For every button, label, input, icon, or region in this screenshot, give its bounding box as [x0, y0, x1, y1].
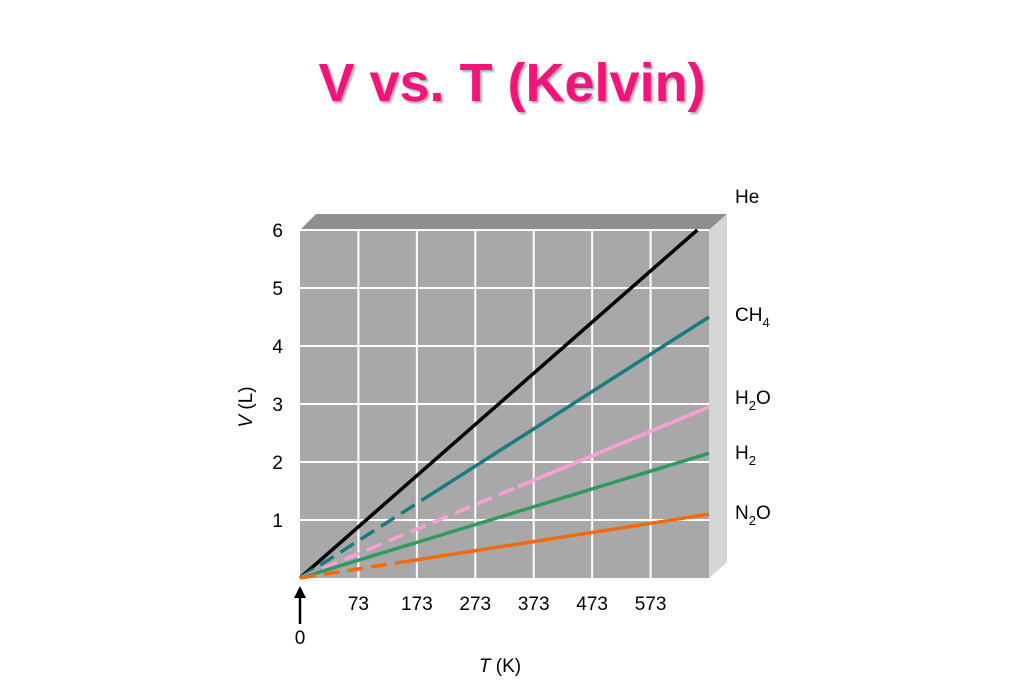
y-tick-label: 6 — [272, 221, 283, 242]
series-labels: He CH4 H2O H2 N2O — [735, 187, 771, 528]
y-ticks: 1 2 3 4 5 6 — [272, 221, 283, 532]
page-title: V vs. T (Kelvin) — [318, 53, 706, 113]
series-line-N2O — [404, 512, 710, 564]
origin-label: 0 — [295, 628, 306, 649]
x-tick-label: 273 — [459, 594, 491, 615]
x-axis-title: T (K) — [479, 656, 521, 677]
x-tick-label: 173 — [401, 594, 433, 615]
y-tick-label: 4 — [272, 337, 283, 358]
series-label-He: He — [735, 187, 759, 208]
origin-arrow-head — [294, 586, 306, 598]
y-axis-title: V (L) — [236, 386, 257, 427]
y-tick-label: 1 — [272, 511, 283, 532]
x-tick-label: 73 — [348, 594, 369, 615]
series-label-H2: H2 — [735, 443, 756, 468]
y-tick-label: 3 — [272, 395, 283, 416]
axis-titles: T (K) V (L) — [236, 386, 521, 677]
x-tick-label: 373 — [518, 594, 550, 615]
series-extrapolation-H2O — [299, 485, 519, 580]
series-extrapolation-N2O — [299, 559, 406, 580]
series-label-CH4: CH4 — [735, 305, 770, 330]
plot-top-bevel — [300, 214, 727, 230]
series-extrapolation-CH4 — [299, 498, 424, 580]
grid — [300, 229, 709, 578]
plot-side-bevel — [709, 214, 727, 578]
series-line-CH4 — [421, 315, 710, 502]
series-line-H2 — [299, 451, 710, 580]
series-line-He — [298, 228, 699, 580]
x-tick-label: 473 — [576, 594, 608, 615]
x-ticks: 73 173 273 373 473 573 0 — [294, 586, 666, 649]
y-tick-label: 2 — [272, 453, 283, 474]
series-label-H2O: H2O — [735, 388, 771, 413]
series-label-N2O: N2O — [735, 503, 771, 528]
series-line-H2O — [517, 405, 710, 489]
y-tick-label: 5 — [272, 279, 283, 300]
series-lines — [298, 228, 710, 580]
x-tick-label: 573 — [635, 594, 667, 615]
